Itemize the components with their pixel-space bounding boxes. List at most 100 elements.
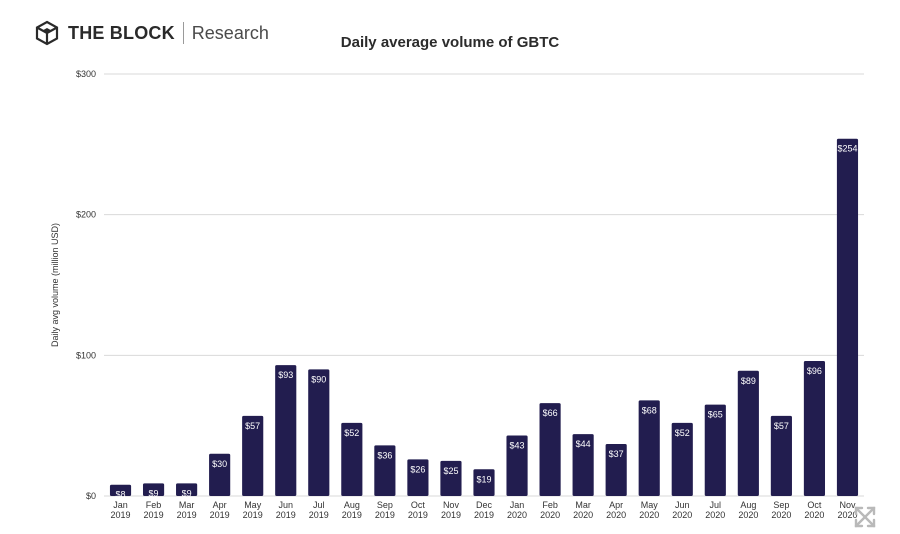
bar <box>109 484 132 496</box>
x-tick-label-year: 2020 <box>837 510 857 520</box>
brand-divider <box>182 22 184 44</box>
y-tick-label: $300 <box>76 69 96 79</box>
y-tick-label: $0 <box>86 491 96 501</box>
x-tick-label-month: Feb <box>542 500 558 510</box>
bar <box>638 400 660 496</box>
bar <box>506 435 528 496</box>
bar <box>440 460 462 496</box>
x-tick-label-year: 2019 <box>276 510 296 520</box>
x-tick-label-month: Sep <box>377 500 393 510</box>
x-tick-label-month: Sep <box>773 500 789 510</box>
x-tick-label-month: Nov <box>839 500 856 510</box>
bar-data-label: $66 <box>543 408 558 418</box>
x-tick-label-month: Oct <box>411 500 426 510</box>
x-tick-label-month: May <box>641 500 659 510</box>
bar-data-label: $90 <box>311 374 326 384</box>
brand-name: THE BLOCK <box>68 22 175 43</box>
bar-data-label: $52 <box>344 428 359 438</box>
x-tick-label-month: Apr <box>213 500 227 510</box>
x-tick-label-month: Aug <box>344 500 360 510</box>
x-tick-label-month: Feb <box>146 500 162 510</box>
x-tick-label-month: Jun <box>675 500 690 510</box>
expand-arrows-icon[interactable] <box>852 504 878 530</box>
x-tick-label-year: 2019 <box>474 510 494 520</box>
bar-data-label: $43 <box>510 441 525 451</box>
bar-data-label: $52 <box>675 428 690 438</box>
bar-data-label: $254 <box>837 144 857 154</box>
bar <box>803 360 826 496</box>
x-tick-label-year: 2020 <box>507 510 527 520</box>
bar <box>374 445 396 496</box>
bar-data-label: $25 <box>443 466 458 476</box>
x-tick-label-month: Jun <box>278 500 293 510</box>
x-tick-label-month: Mar <box>179 500 195 510</box>
x-tick-label-year: 2020 <box>804 510 824 520</box>
x-tick-label-month: Dec <box>476 500 493 510</box>
brand-header: THE BLOCK Research <box>34 16 269 50</box>
bar <box>242 415 264 496</box>
bar-data-label: $36 <box>377 450 392 460</box>
bar-data-label: $93 <box>278 370 293 380</box>
bar <box>770 415 792 496</box>
bar-data-label: $68 <box>642 405 657 415</box>
x-tick-label-year: 2020 <box>738 510 758 520</box>
cube-logo-icon <box>35 20 59 46</box>
bar-data-label: $44 <box>576 439 591 449</box>
x-tick-label-year: 2019 <box>408 510 428 520</box>
brand-subtitle: Research <box>191 22 269 43</box>
x-tick-label-month: May <box>244 500 262 510</box>
bar <box>176 483 198 496</box>
bar-data-label: $8 <box>116 490 126 500</box>
x-tick-label-month: Jul <box>313 500 325 510</box>
bar <box>572 434 594 496</box>
x-tick-label-year: 2019 <box>144 510 164 520</box>
bar <box>308 369 330 496</box>
bar <box>704 404 726 496</box>
bar <box>473 469 495 496</box>
x-tick-label-year: 2019 <box>342 510 362 520</box>
x-tick-label-year: 2020 <box>672 510 692 520</box>
bar-data-label: $30 <box>212 459 227 469</box>
y-tick-label: $200 <box>76 210 96 220</box>
x-tick-label-month: Jul <box>710 500 722 510</box>
x-tick-label-year: 2020 <box>573 510 593 520</box>
bar-data-label: $37 <box>609 449 624 459</box>
bar-data-label: $9 <box>182 488 192 498</box>
bar <box>539 403 561 496</box>
x-tick-label-month: Nov <box>443 500 460 510</box>
x-tick-label-year: 2019 <box>441 510 461 520</box>
x-tick-label-year: 2019 <box>243 510 263 520</box>
x-tick-label-year: 2020 <box>705 510 725 520</box>
x-tick-label-year: 2019 <box>210 510 230 520</box>
x-tick-label-year: 2019 <box>375 510 395 520</box>
bar <box>142 483 165 496</box>
bar-data-label: $19 <box>476 474 491 484</box>
x-tick-label-year: 2019 <box>177 510 197 520</box>
bar <box>209 453 231 496</box>
x-tick-label-month: Mar <box>575 500 591 510</box>
bar-data-label: $26 <box>410 464 425 474</box>
y-tick-label: $100 <box>76 350 96 360</box>
x-tick-label-month: Aug <box>740 500 756 510</box>
x-tick-label-year: 2020 <box>540 510 560 520</box>
x-tick-label-year: 2020 <box>606 510 626 520</box>
y-axis-label: Daily avg volume (million USD) <box>50 223 60 347</box>
x-tick-label-year: 2020 <box>639 510 659 520</box>
bar-data-label: $57 <box>774 421 789 431</box>
x-tick-label-month: Apr <box>609 500 623 510</box>
x-tick-label-month: Jan <box>510 500 525 510</box>
chart-title: Daily average volume of GBTC <box>340 34 560 51</box>
x-tick-label-month: Jan <box>113 500 128 510</box>
bar-data-label: $65 <box>708 410 723 420</box>
x-tick-label-year: 2019 <box>111 510 131 520</box>
bar <box>605 443 627 496</box>
bar <box>341 422 363 496</box>
x-tick-label-year: 2019 <box>309 510 329 520</box>
x-tick-label-month: Oct <box>807 500 822 510</box>
x-tick-label-year: 2020 <box>771 510 791 520</box>
bar <box>671 422 693 496</box>
bar <box>737 370 759 496</box>
bar-data-label: $96 <box>807 366 822 376</box>
bar-data-label: $89 <box>741 376 756 386</box>
